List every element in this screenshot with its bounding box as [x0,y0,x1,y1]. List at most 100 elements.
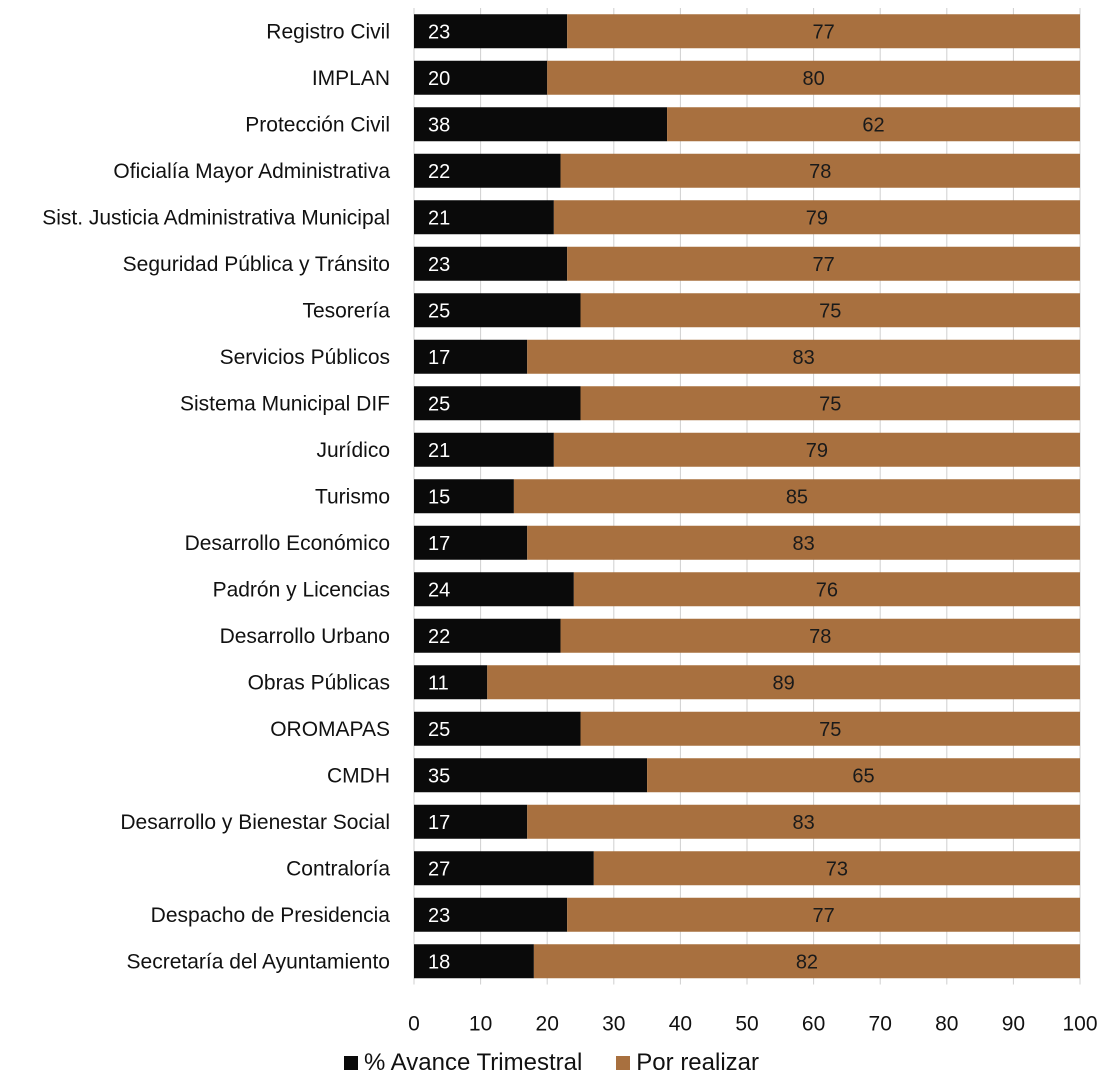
bar-avance [414,851,594,886]
data-label-avance: 17 [428,533,450,555]
bar-avance [414,897,568,932]
data-label-avance: 23 [428,905,450,927]
x-tick-label: 30 [602,1013,625,1036]
legend-label-avance: % Avance Trimestral [363,1049,583,1076]
category-label: Registro Civil [266,20,390,43]
data-label-por-realizar: 85 [786,486,808,508]
x-tick-label: 100 [1062,1013,1097,1036]
category-label: OROMAPAS [270,718,390,741]
bar-por-realizar [553,200,1080,235]
bar-por-realizar [513,479,1080,514]
data-label-por-realizar: 77 [812,254,834,276]
category-label: CMDH [327,764,390,787]
data-label-por-realizar: 75 [819,300,841,322]
data-label-por-realizar: 83 [792,533,814,555]
bar-por-realizar [647,758,1080,793]
data-label-avance: 35 [428,765,450,787]
data-label-avance: 22 [428,161,450,183]
category-label: Turismo [315,485,390,508]
bar-por-realizar [533,944,1080,979]
bar-por-realizar [487,665,1080,700]
bar-por-realizar [667,107,1080,142]
legend-item-avance: % Avance Trimestral [343,1049,583,1077]
bar-avance [414,107,668,142]
bar-por-realizar [573,572,1080,607]
category-label: Sistema Municipal DIF [180,392,390,415]
data-label-por-realizar: 79 [806,207,828,229]
category-label: Jurídico [316,439,390,462]
data-label-por-realizar: 89 [773,672,795,694]
data-label-avance: 17 [428,347,450,369]
bar-avance [414,339,528,374]
category-label: Seguridad Pública y Tránsito [123,253,390,276]
data-label-avance: 25 [428,393,450,415]
bar-avance [414,618,561,653]
bar-por-realizar [580,293,1080,328]
data-label-avance: 15 [428,486,450,508]
x-tick-label: 0 [408,1013,420,1036]
data-label-avance: 24 [428,579,450,601]
bar-avance [414,246,568,281]
bar-avance [414,758,648,793]
category-label: Desarrollo y Bienestar Social [120,811,390,834]
bar-por-realizar [580,386,1080,421]
bar-avance [414,386,581,421]
bar-avance [414,432,554,467]
category-label: Servicios Públicos [220,346,390,369]
data-label-por-realizar: 83 [792,347,814,369]
category-label: Protección Civil [245,113,390,136]
bar-por-realizar [553,432,1080,467]
legend-item-por-realizar: Por realizar [616,1049,759,1077]
data-label-avance: 17 [428,812,450,834]
x-tick-label: 70 [869,1013,892,1036]
data-label-avance: 23 [428,254,450,276]
x-tick-label: 50 [735,1013,758,1036]
x-tick-label: 20 [536,1013,559,1036]
category-label: Desarrollo Económico [185,532,390,555]
bar-avance [414,711,581,746]
bar-avance [414,60,548,95]
data-label-por-realizar: 78 [809,626,831,648]
data-label-por-realizar: 73 [826,858,848,880]
category-label: Obras Públicas [248,671,390,694]
data-label-avance: 21 [428,207,450,229]
category-label: Secretaría del Ayuntamiento [127,950,390,973]
data-label-por-realizar: 77 [812,905,834,927]
x-tick-label: 90 [1002,1013,1025,1036]
data-label-avance: 18 [428,951,450,973]
category-label: Tesorería [302,299,390,322]
data-label-por-realizar: 80 [802,68,824,90]
bar-avance [414,944,534,979]
data-label-por-realizar: 62 [862,114,884,136]
category-label: Padrón y Licencias [213,578,390,601]
data-label-por-realizar: 82 [796,951,818,973]
bar-avance [414,200,554,235]
bar-avance [414,572,574,607]
bar-por-realizar [547,60,1080,95]
data-label-avance: 38 [428,114,450,136]
chart-legend: % Avance Trimestral Por realizar [0,1048,1103,1078]
data-label-avance: 22 [428,626,450,648]
bar-por-realizar [593,851,1080,886]
data-label-por-realizar: 75 [819,393,841,415]
data-label-por-realizar: 77 [812,21,834,43]
data-label-avance: 11 [428,672,449,694]
bar-por-realizar [580,711,1080,746]
bar-avance [414,293,581,328]
data-label-por-realizar: 83 [792,812,814,834]
bar-avance [414,804,528,839]
category-label: Despacho de Presidencia [151,904,391,927]
category-label: IMPLAN [312,67,390,90]
bar-avance [414,153,561,188]
bar-avance [414,14,568,49]
data-label-por-realizar: 75 [819,719,841,741]
chart-canvas: 23 77 Registro Civil 20 80 IMPLAN 38 62 Protecci… [42,8,1098,1036]
bar-por-realizar [567,246,1080,281]
data-label-avance: 25 [428,300,450,322]
bar-avance [414,525,528,560]
category-label: Contraloría [286,857,390,880]
data-label-por-realizar: 79 [806,440,828,462]
bar-por-realizar [527,804,1080,839]
legend-swatch-por-realizar [616,1056,631,1070]
